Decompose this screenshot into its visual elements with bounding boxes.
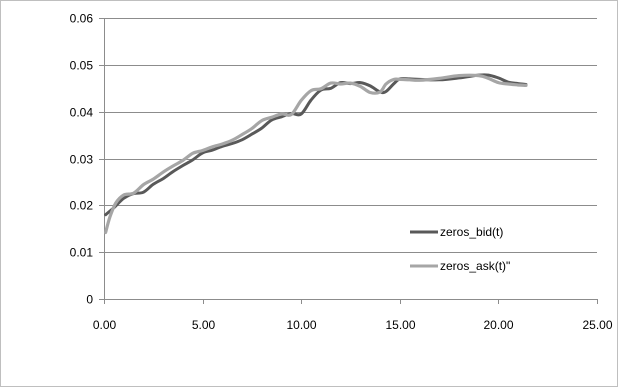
x-tick-label: 0.00 bbox=[93, 318, 117, 332]
series-line-1 bbox=[104, 73, 528, 235]
legend-label: zeros_bid(t) bbox=[440, 225, 503, 239]
series-lines bbox=[104, 73, 528, 235]
y-tick-label: 0.03 bbox=[70, 153, 94, 167]
legend-label: zeros_ask(t)" bbox=[440, 259, 510, 273]
y-tick-label: 0.06 bbox=[70, 12, 94, 26]
x-tick-label: 15.00 bbox=[385, 318, 415, 332]
y-tick-label: 0.02 bbox=[70, 199, 94, 213]
series-line-0 bbox=[104, 73, 528, 217]
y-tick-label: 0.05 bbox=[70, 59, 94, 73]
y-tick-label: 0.04 bbox=[70, 106, 94, 120]
x-tick-label: 5.00 bbox=[192, 318, 216, 332]
x-tick-label: 20.00 bbox=[483, 318, 513, 332]
legend: zeros_bid(t) zeros_ask(t)" bbox=[410, 225, 510, 273]
y-tick-label: 0.01 bbox=[70, 246, 94, 260]
x-tick-label: 10.00 bbox=[286, 318, 316, 332]
axes: 0 0.01 0.02 0.03 0.04 0.05 0.06 0.00 5.00 10.00 15… bbox=[70, 12, 613, 333]
gridlines bbox=[104, 18, 597, 253]
y-tick-label: 0 bbox=[86, 293, 93, 307]
x-tick-label: 25.00 bbox=[582, 318, 612, 332]
